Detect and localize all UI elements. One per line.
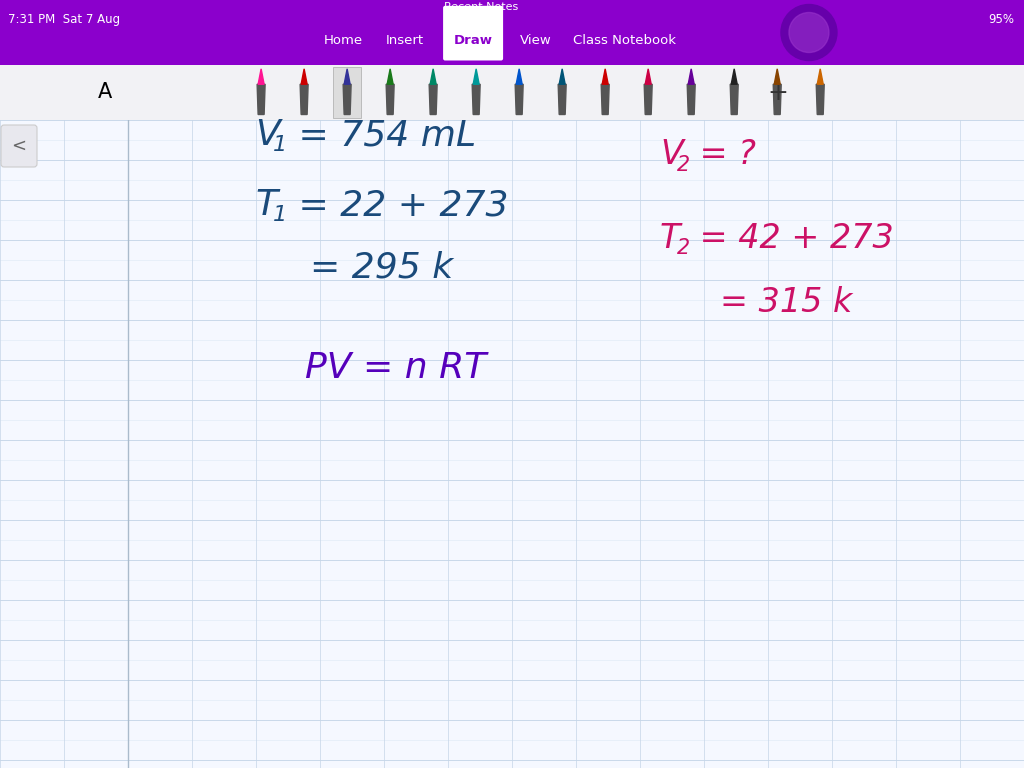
Text: 1: 1	[272, 135, 287, 155]
Text: T: T	[255, 188, 278, 222]
Text: Home: Home	[324, 34, 362, 47]
Polygon shape	[688, 69, 694, 84]
Bar	[333, 67, 361, 118]
Text: 7:31 PM  Sat 7 Aug: 7:31 PM Sat 7 Aug	[8, 13, 120, 26]
Text: Insert: Insert	[385, 34, 424, 47]
Polygon shape	[730, 84, 738, 114]
Polygon shape	[257, 84, 265, 114]
Text: T: T	[660, 221, 680, 254]
Text: A: A	[98, 82, 112, 102]
Polygon shape	[516, 69, 522, 84]
Text: 2: 2	[677, 237, 689, 257]
FancyBboxPatch shape	[1, 125, 37, 167]
Polygon shape	[343, 84, 351, 114]
Text: Draw: Draw	[454, 34, 493, 47]
Text: = 42 + 273: = 42 + 273	[689, 221, 894, 254]
Text: Class Notebook: Class Notebook	[573, 34, 676, 47]
Text: V: V	[255, 118, 280, 152]
Text: 1: 1	[272, 205, 287, 225]
Text: 2: 2	[677, 154, 689, 174]
Text: Recent Notes: Recent Notes	[444, 2, 518, 12]
Polygon shape	[300, 84, 308, 114]
Polygon shape	[816, 84, 824, 114]
Polygon shape	[559, 69, 565, 84]
Polygon shape	[601, 84, 609, 114]
Polygon shape	[644, 84, 652, 114]
Polygon shape	[731, 69, 737, 84]
Polygon shape	[473, 69, 479, 84]
Circle shape	[781, 5, 837, 61]
Polygon shape	[301, 69, 307, 84]
Polygon shape	[645, 69, 651, 84]
Text: PV = n RT: PV = n RT	[305, 351, 486, 385]
Text: = 22 + 273: = 22 + 273	[287, 188, 508, 222]
Polygon shape	[472, 84, 480, 114]
Text: = ?: = ?	[689, 138, 756, 171]
Polygon shape	[258, 69, 264, 84]
Bar	[0, 65, 1024, 120]
Text: = 754 mL: = 754 mL	[287, 118, 476, 152]
Polygon shape	[817, 69, 823, 84]
Polygon shape	[602, 69, 608, 84]
FancyBboxPatch shape	[443, 6, 503, 61]
Polygon shape	[344, 69, 350, 84]
Polygon shape	[773, 84, 781, 114]
Bar	[0, 0, 1024, 65]
Polygon shape	[687, 84, 695, 114]
Text: V: V	[660, 138, 683, 171]
Text: 95%: 95%	[988, 13, 1014, 26]
Polygon shape	[774, 69, 780, 84]
Text: +: +	[768, 81, 788, 104]
Text: <: <	[11, 137, 27, 155]
Polygon shape	[558, 84, 566, 114]
Circle shape	[788, 12, 829, 52]
Polygon shape	[429, 84, 437, 114]
Polygon shape	[515, 84, 523, 114]
Polygon shape	[386, 84, 394, 114]
Text: = 315 k: = 315 k	[720, 286, 852, 319]
Text: View: View	[519, 34, 552, 47]
Polygon shape	[430, 69, 436, 84]
Text: = 295 k: = 295 k	[310, 251, 454, 285]
Polygon shape	[387, 69, 393, 84]
